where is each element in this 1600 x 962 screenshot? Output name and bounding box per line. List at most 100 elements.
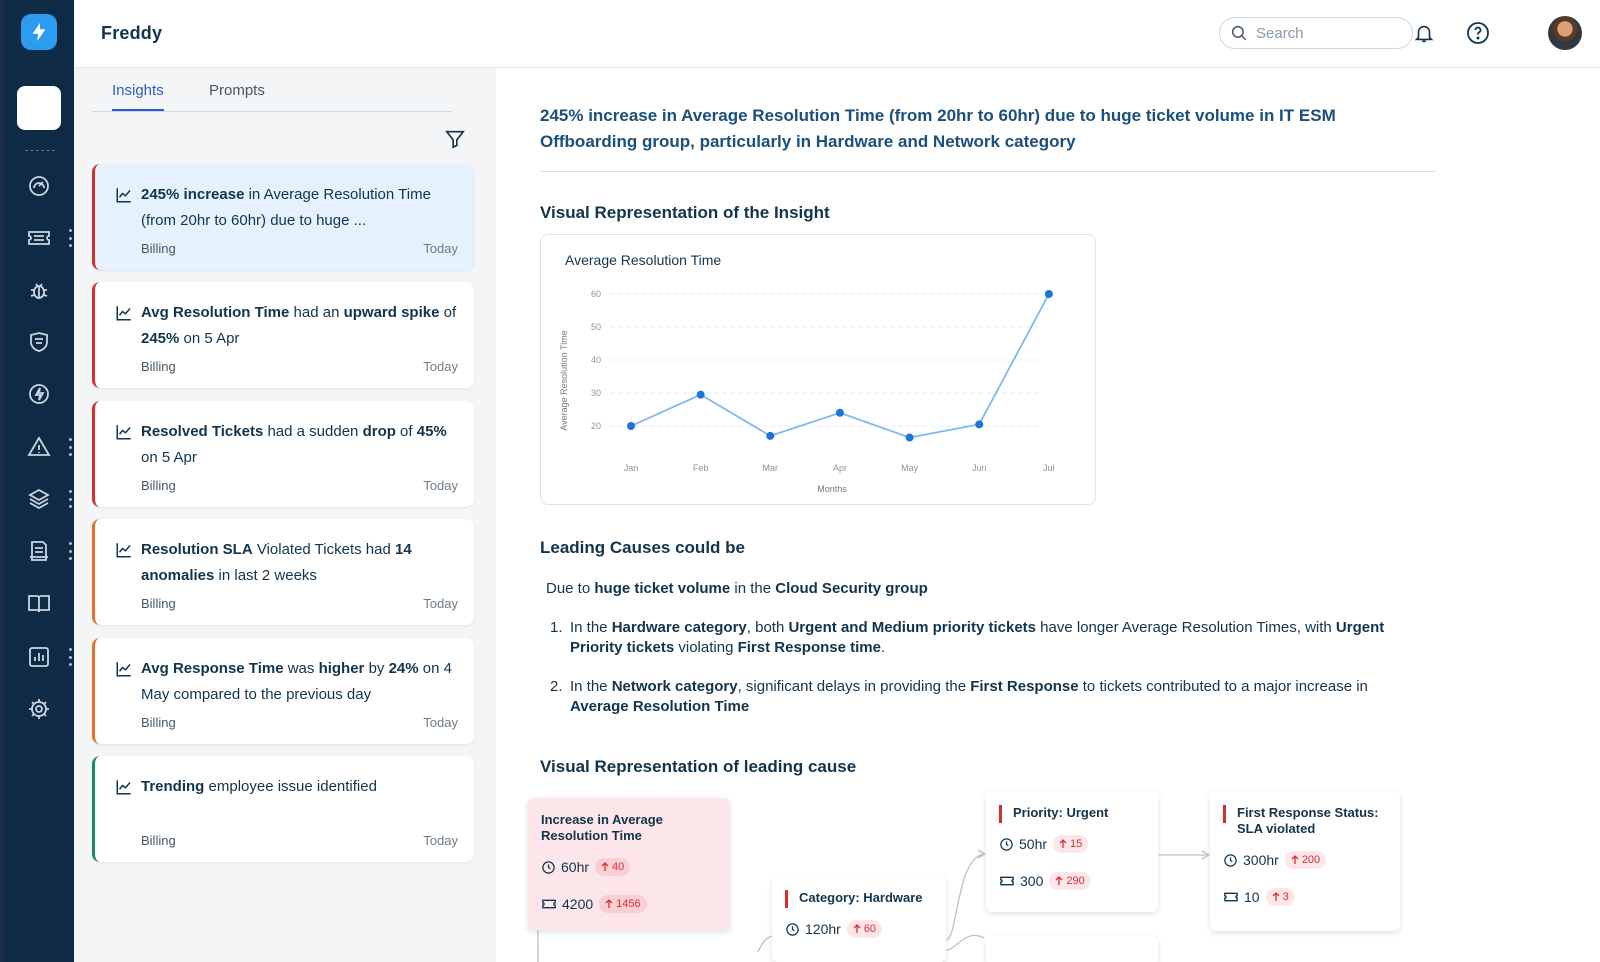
x-tick-label: Jan xyxy=(624,463,639,473)
node-accent xyxy=(999,805,1002,823)
dashboard-icon[interactable] xyxy=(26,173,52,199)
flow-node[interactable]: Increase in Average Resolution Time 60hr 4… xyxy=(528,798,730,930)
bolt-icon[interactable] xyxy=(26,381,52,407)
help-icon[interactable] xyxy=(1465,20,1491,46)
time-delta: 60 xyxy=(863,923,877,935)
shield-icon[interactable] xyxy=(26,329,52,355)
body-text: , both xyxy=(746,619,789,636)
rail-item-more-icon[interactable] xyxy=(68,438,72,456)
body-text: In the xyxy=(570,678,612,695)
insight-category: Billing xyxy=(141,478,176,493)
insight-category: Billing xyxy=(141,833,176,848)
arrow-up-icon xyxy=(1291,855,1299,864)
alert-icon[interactable] xyxy=(26,434,52,460)
emphasis-text: 14 anomalies xyxy=(141,541,412,584)
flow-node[interactable] xyxy=(986,936,1158,962)
body-text: was xyxy=(283,660,319,677)
insight-headline: 245% increase in Average Resolution Time… xyxy=(540,106,1336,151)
insight-card[interactable]: Avg Resolution Time had an upward spike … xyxy=(92,282,474,388)
body-text: of xyxy=(439,304,457,321)
insight-card[interactable]: Trending employee issue identified Billin… xyxy=(92,756,474,862)
body-text: in the xyxy=(730,580,776,597)
top-header: Freddy xyxy=(74,0,1600,68)
emphasis-text: Hardware category xyxy=(611,619,747,636)
nav-rail xyxy=(0,0,74,962)
body-text: . xyxy=(880,639,886,656)
gear-icon[interactable] xyxy=(26,696,52,722)
emphasis-text: Resolved Tickets xyxy=(141,423,264,440)
arrow-head xyxy=(1201,850,1211,860)
section-title-causes: Leading Causes could be xyxy=(540,538,745,557)
data-point xyxy=(627,422,635,430)
emphasis-text: First Response time xyxy=(737,639,881,656)
body-text: employee issue identified xyxy=(204,778,377,795)
emphasis-text: huge ticket volume xyxy=(594,580,731,597)
freshworks-logo-icon[interactable] xyxy=(21,14,57,50)
x-tick-label: Feb xyxy=(693,463,709,473)
arrow-up-icon xyxy=(1055,876,1063,885)
node-time-row: 50hr 15 xyxy=(999,835,1089,853)
trend-line-icon xyxy=(115,660,133,678)
flow-node[interactable]: Priority: Urgent 50hr 15 300 290 xyxy=(986,791,1158,912)
body-text: by xyxy=(364,660,389,677)
node-tickets-row: 10 3 xyxy=(1223,888,1295,906)
clock-icon xyxy=(542,860,555,874)
emphasis-text: higher xyxy=(318,660,365,677)
data-point xyxy=(766,431,775,440)
filter-icon[interactable] xyxy=(444,128,466,150)
rail-item-more-icon[interactable] xyxy=(68,229,72,247)
rail-divider xyxy=(25,150,55,151)
ticket-icon[interactable] xyxy=(26,225,52,251)
analytics-icon[interactable] xyxy=(26,644,52,670)
arrow-head xyxy=(977,849,987,859)
panel-tabs: Insights Prompts xyxy=(92,78,452,112)
emphasis-text: First Response xyxy=(970,678,1079,695)
cause-number: 1. xyxy=(550,619,563,636)
node-tickets-row: 4200 1456 xyxy=(541,895,647,913)
bug-icon[interactable] xyxy=(26,277,52,303)
rail-item-freddy[interactable] xyxy=(17,86,61,130)
insight-time: Today xyxy=(423,596,458,611)
insight-summary: Trending employee issue identified xyxy=(141,774,461,800)
inbox-icon[interactable] xyxy=(26,538,52,564)
clock-icon xyxy=(786,922,799,936)
tab-insights[interactable]: Insights xyxy=(112,82,164,111)
node-tickets: 300 xyxy=(1020,873,1044,889)
body-text: , significant delays in providing the xyxy=(737,678,971,695)
insight-time: Today xyxy=(423,478,458,493)
emphasis-text: Trending xyxy=(141,778,205,795)
cause-list: 1. In the Hardware category, both Urgent … xyxy=(550,618,1430,736)
arrow-up-icon xyxy=(1272,892,1280,901)
flow-node[interactable]: First Response Status: SLA violated 300hr… xyxy=(1210,791,1400,931)
layers-icon[interactable] xyxy=(26,486,52,512)
body-text: violating xyxy=(674,639,738,656)
node-time-row: 60hr 40 xyxy=(541,858,631,876)
book-icon[interactable] xyxy=(26,591,52,617)
emphasis-text: Average Resolution Time xyxy=(570,698,750,715)
node-time-row: 300hr 200 xyxy=(1223,851,1327,869)
tickets-delta: 290 xyxy=(1066,875,1085,887)
cause-item: 1. In the Hardware category, both Urgent … xyxy=(550,618,1430,658)
cause-item: 2. In the Network category, significant d… xyxy=(550,677,1430,717)
flow-node[interactable]: Category: Hardware 120hr 60 xyxy=(772,876,946,962)
rail-item-more-icon[interactable] xyxy=(68,648,72,666)
emphasis-text: 245% xyxy=(141,330,180,347)
tickets-delta: 1456 xyxy=(616,898,641,910)
avatar[interactable] xyxy=(1548,16,1582,50)
insight-summary: Resolution SLA Violated Tickets had 14 a… xyxy=(141,537,461,589)
insight-card[interactable]: Resolution SLA Violated Tickets had 14 a… xyxy=(92,519,474,625)
trend-line-icon xyxy=(115,423,133,441)
node-time: 60hr xyxy=(561,859,590,875)
search-input[interactable] xyxy=(1256,24,1396,42)
rail-item-more-icon[interactable] xyxy=(68,542,72,560)
insight-card[interactable]: 245% increase in Average Resolution Time… xyxy=(92,164,474,270)
tab-prompts[interactable]: Prompts xyxy=(209,82,265,99)
insight-card[interactable]: Avg Response Time was higher by 24% on 4… xyxy=(92,638,474,744)
search-box[interactable] xyxy=(1219,17,1413,49)
bell-icon[interactable] xyxy=(1411,20,1437,46)
insight-detail: 245% increase in Average Resolution Time… xyxy=(496,68,1600,962)
rail-item-more-icon[interactable] xyxy=(68,490,72,508)
insight-category: Billing xyxy=(141,359,176,374)
insight-card[interactable]: Resolved Tickets had a sudden drop of 45… xyxy=(92,401,474,507)
insight-summary: Avg Response Time was higher by 24% on 4… xyxy=(141,656,461,708)
